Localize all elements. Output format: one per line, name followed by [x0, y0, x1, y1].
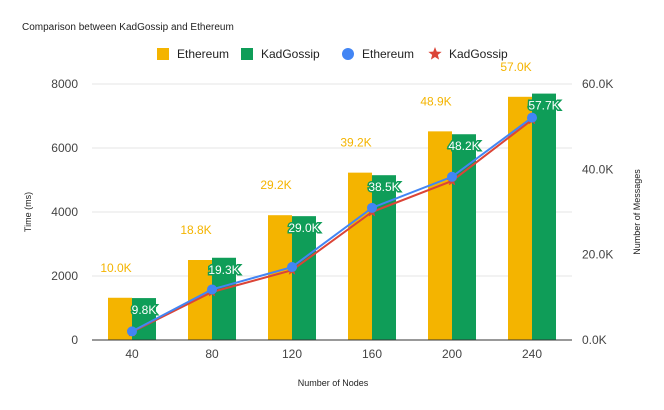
line-point: [127, 326, 137, 337]
data-label: 48.2K: [448, 139, 479, 153]
bar: [348, 172, 372, 340]
legend-label: KadGossip: [261, 47, 320, 61]
bar: [508, 96, 532, 340]
y2-tick-label: 60.0K: [582, 77, 613, 91]
y-tick-label: 8000: [51, 77, 78, 91]
chart-title: Comparison between KadGossip and Ethereu…: [22, 22, 234, 33]
bars: [92, 93, 572, 341]
bar: [428, 131, 452, 340]
legend: Ethereum KadGossip Ethereum KadGossip: [157, 47, 508, 61]
y2-tick-label: 0.0K: [582, 333, 607, 347]
data-label: 57.0K: [500, 60, 531, 74]
series-line: [131, 116, 533, 333]
line-point: [207, 284, 217, 295]
data-label: 18.8K: [180, 223, 211, 237]
data-label: 57.7K: [528, 99, 559, 113]
x-tick-label: 240: [522, 347, 542, 361]
data-label: 39.2K: [340, 136, 371, 150]
data-label: 48.9K: [420, 94, 451, 108]
line-point: [287, 262, 297, 273]
y-tick-label: 4000: [51, 205, 78, 219]
legend-label: Ethereum: [362, 47, 414, 61]
data-label: 29.2K: [260, 178, 291, 192]
legend-swatch: [157, 48, 169, 60]
x-axis: 40 80 120 160 200 240: [125, 347, 542, 361]
y2-tick-label: 40.0K: [582, 162, 613, 176]
y-tick-label: 6000: [51, 141, 78, 155]
data-labels: 10.0K 18.8K 29.2K 39.2K 48.9K 57.0K 9.8K 19.3K 2…: [100, 60, 561, 319]
x-tick-label: 120: [282, 347, 302, 361]
gridlines: [92, 83, 572, 277]
x-tick-label: 40: [125, 347, 139, 361]
legend-swatch: [342, 48, 354, 60]
data-label: 9.8K: [132, 303, 157, 317]
data-label: 38.5K: [368, 180, 399, 194]
y-tick-label: 0: [71, 333, 78, 347]
legend-swatch: [428, 47, 442, 60]
bar: [292, 216, 316, 340]
bar: [212, 257, 236, 340]
bar: [268, 215, 292, 340]
data-label: 10.0K: [100, 261, 131, 275]
data-label: 19.3K: [208, 263, 239, 277]
y-axis-left: 0 2000 4000 6000 8000: [51, 77, 78, 347]
y-tick-label: 2000: [51, 269, 78, 283]
legend-swatch: [241, 48, 253, 60]
series-line: [131, 119, 533, 333]
line-point: [527, 112, 537, 123]
legend-label: KadGossip: [449, 47, 508, 61]
line-point: [447, 171, 457, 182]
bar: [532, 93, 556, 340]
y2-tick-label: 20.0K: [582, 248, 613, 262]
x-tick-label: 80: [205, 347, 219, 361]
x-axis-title: Number of Nodes: [298, 378, 369, 388]
lines: [126, 112, 538, 337]
y-axis-right: 0.0K 20.0K 40.0K 60.0K: [582, 77, 613, 347]
x-tick-label: 160: [362, 347, 382, 361]
x-tick-label: 200: [442, 347, 462, 361]
line-point: [367, 202, 377, 213]
data-label: 29.0K: [288, 221, 319, 235]
y2-axis-title: Number of Messages: [632, 169, 642, 255]
legend-label: Ethereum: [177, 47, 229, 61]
y-axis-title: Time (ms): [23, 192, 33, 232]
